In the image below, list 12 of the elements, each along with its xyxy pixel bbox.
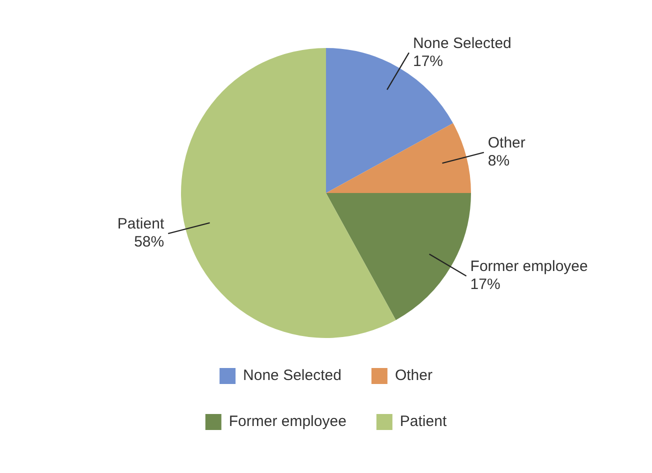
- legend-label: Other: [394, 367, 432, 384]
- slice-label: Other: [488, 134, 526, 152]
- data-label: 17%: [412, 52, 444, 70]
- data-label: 17%: [470, 276, 500, 294]
- legend-label: Patient: [400, 413, 448, 430]
- slice-label: Former employee: [470, 258, 588, 276]
- data-label: 58%: [134, 234, 164, 251]
- slice-label: None Selected: [412, 34, 512, 52]
- legend-label: None Selected: [243, 367, 342, 384]
- data-label: 8%: [488, 152, 510, 170]
- slice-label: Patient: [117, 216, 165, 233]
- legend-label: Former employee: [228, 413, 346, 430]
